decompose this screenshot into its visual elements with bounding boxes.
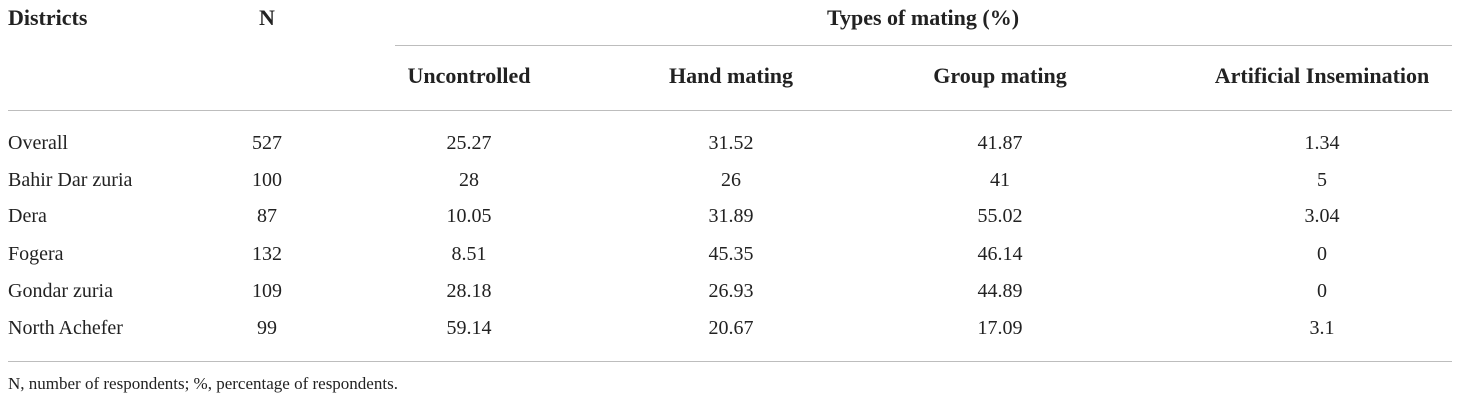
mating-percent: 8.51	[451, 243, 487, 265]
respondent-count: 527	[252, 132, 282, 154]
district-name: Dera	[8, 205, 47, 227]
column-header: Artificial Insemination	[1214, 63, 1430, 88]
mating-percent: 41.87	[977, 132, 1023, 154]
mating-percent: 17.09	[977, 317, 1023, 339]
district-name: North Achefer	[8, 317, 123, 339]
mating-percent: 26.93	[708, 280, 754, 302]
mating-percent: 1.34	[1304, 132, 1340, 154]
mating-percent: 31.89	[708, 205, 754, 227]
mating-percent: 3.04	[1304, 205, 1340, 227]
mating-percent: 0	[1317, 280, 1327, 302]
group-rule	[395, 45, 1452, 46]
column-header: Uncontrolled	[407, 63, 531, 88]
respondent-count: 99	[257, 317, 277, 339]
respondent-count: 100	[252, 169, 282, 191]
mating-percent: 10.05	[446, 205, 492, 227]
mating-percent: 45.35	[708, 243, 754, 265]
respondent-count: 132	[252, 243, 282, 265]
mating-percent: 28	[459, 169, 479, 191]
district-name: Gondar zuria	[8, 280, 113, 302]
column-header: Hand mating	[668, 63, 794, 88]
mating-percent: 25.27	[446, 132, 492, 154]
column-header: Group mating	[933, 63, 1067, 88]
mating-percent: 5	[1317, 169, 1327, 191]
mating-percent: 46.14	[977, 243, 1023, 265]
district-name: Bahir Dar zuria	[8, 169, 133, 191]
mating-percent: 41	[990, 169, 1010, 191]
mating-percent: 28.18	[446, 280, 492, 302]
header-districts: Districts	[8, 5, 88, 30]
mating-percent: 3.1	[1309, 317, 1335, 339]
mating-percent: 55.02	[977, 205, 1023, 227]
header-group: Types of mating (%)	[826, 5, 1020, 30]
header-rule	[8, 110, 1452, 111]
mating-percent: 44.89	[977, 280, 1023, 302]
mating-percent: 26	[721, 169, 741, 191]
district-name: Fogera	[8, 243, 64, 265]
mating-percent: 31.52	[708, 132, 754, 154]
mating-percent: 59.14	[446, 317, 492, 339]
respondent-count: 87	[257, 205, 277, 227]
header-n: N	[259, 5, 275, 30]
respondent-count: 109	[252, 280, 282, 302]
district-name: Overall	[8, 132, 68, 154]
mating-percent: 20.67	[708, 317, 754, 339]
footnote: N, number of respondents; %, percentage …	[8, 374, 398, 393]
mating-percent: 0	[1317, 243, 1327, 265]
bottom-rule	[8, 361, 1452, 362]
